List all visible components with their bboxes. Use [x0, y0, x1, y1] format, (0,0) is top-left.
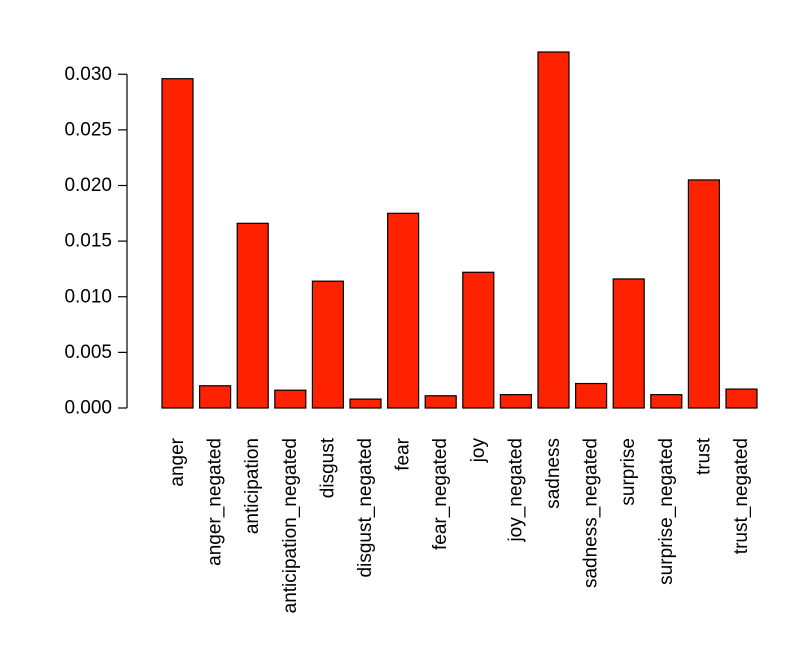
- x-tick-label: disgust: [317, 437, 338, 498]
- x-tick-label: fear: [393, 437, 414, 470]
- bars: [161, 51, 758, 409]
- x-tick-label: fear_negated: [430, 438, 451, 550]
- bar-joy: [462, 271, 495, 409]
- bar-joy-negated: [499, 394, 532, 409]
- x-tick-label: trust_negated: [731, 438, 752, 554]
- x-tick-label: joy_negated: [505, 438, 526, 543]
- x-axis-labels: anger anger_negated anticipation anticipati…: [167, 437, 752, 613]
- bar-surprise-negated: [650, 394, 683, 409]
- x-tick-label: sadness: [543, 438, 564, 509]
- bar-surprise: [612, 278, 645, 409]
- y-axis: 0.000 0.005 0.010 0.015 0.020 0.025 0.030: [64, 64, 128, 419]
- y-tick-label: 0.010: [64, 286, 112, 307]
- bar-disgust: [311, 280, 344, 409]
- bar-anger: [161, 78, 194, 409]
- y-tick-label: 0.020: [64, 175, 112, 196]
- x-tick-label: surprise: [618, 438, 639, 506]
- x-tick-label: disgust_negated: [355, 438, 376, 577]
- x-tick-label: trust: [693, 437, 714, 475]
- y-tick-label: 0.030: [64, 64, 112, 85]
- bar-anticipation-negated: [274, 389, 307, 409]
- x-tick-label: joy: [468, 438, 489, 464]
- y-tick-label: 0.025: [64, 119, 112, 140]
- x-tick-label: anticipation: [242, 438, 263, 534]
- x-tick-label: anticipation_negated: [280, 438, 301, 613]
- bar-anticipation: [236, 222, 269, 409]
- x-tick-label: anger: [167, 437, 188, 486]
- x-tick-label: anger_negated: [205, 438, 226, 566]
- y-tick-label: 0.005: [64, 342, 112, 363]
- x-tick-label: surprise_negated: [656, 438, 677, 585]
- x-tick-label: sadness_negated: [581, 438, 602, 588]
- bar-trust: [687, 179, 721, 409]
- bar-sadness: [537, 51, 570, 409]
- y-tick-label: 0.000: [64, 398, 112, 419]
- bar-disgust-negated: [349, 398, 382, 409]
- bar-anger-negated: [199, 385, 232, 409]
- bar-trust-negated: [725, 388, 758, 409]
- bar-sadness-negated: [574, 382, 608, 409]
- bar-fear-negated: [424, 395, 457, 409]
- y-tick-label: 0.015: [64, 231, 112, 252]
- bar-fear: [387, 212, 420, 409]
